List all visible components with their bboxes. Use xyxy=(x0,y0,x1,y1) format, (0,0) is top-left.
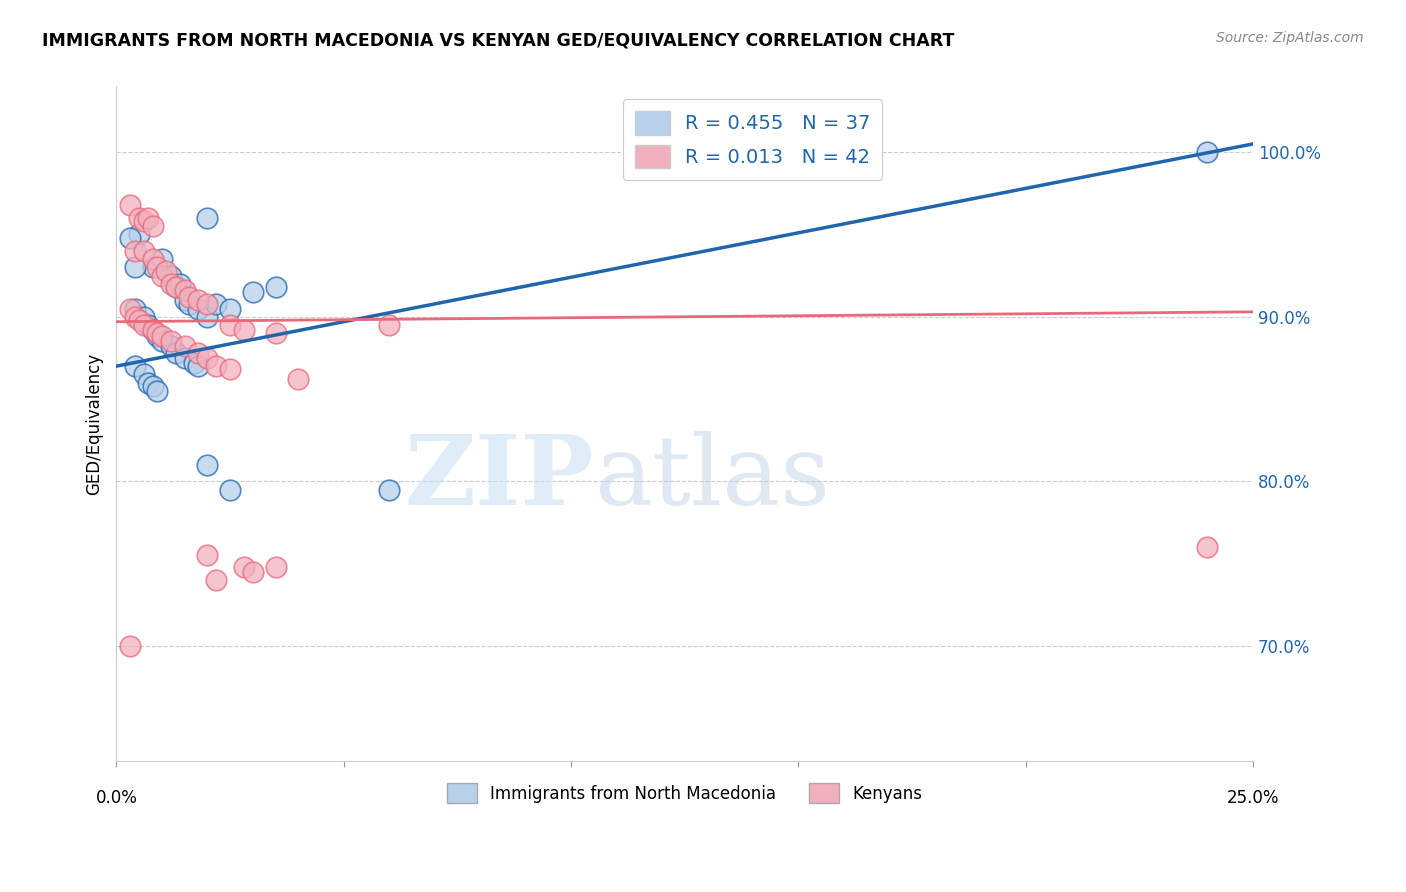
Point xyxy=(197,549,219,563)
Point xyxy=(232,323,254,337)
Point xyxy=(120,639,142,653)
Point xyxy=(187,346,209,360)
Point xyxy=(187,301,209,316)
Point xyxy=(142,252,165,267)
Point xyxy=(165,280,187,294)
Point xyxy=(232,560,254,574)
Point xyxy=(197,211,219,225)
Point xyxy=(124,301,146,316)
Point xyxy=(160,268,183,283)
Point xyxy=(136,318,159,332)
Point xyxy=(136,211,159,225)
Point xyxy=(120,231,142,245)
Point xyxy=(128,227,150,242)
Point xyxy=(160,339,183,353)
Point xyxy=(132,244,155,258)
Point xyxy=(146,326,169,341)
Point xyxy=(183,356,205,370)
Point xyxy=(264,280,287,294)
Text: 0.0%: 0.0% xyxy=(96,789,138,807)
Legend: Immigrants from North Macedonia, Kenyans: Immigrants from North Macedonia, Kenyans xyxy=(437,773,932,814)
Point xyxy=(124,244,146,258)
Point xyxy=(132,318,155,332)
Point xyxy=(378,318,401,332)
Point xyxy=(1197,145,1219,160)
Y-axis label: GED/Equivalency: GED/Equivalency xyxy=(86,352,103,495)
Point xyxy=(142,323,165,337)
Point xyxy=(173,284,195,298)
Point xyxy=(150,252,173,267)
Point xyxy=(146,384,169,398)
Point xyxy=(173,293,195,308)
Point xyxy=(132,368,155,382)
Point xyxy=(142,260,165,275)
Text: atlas: atlas xyxy=(593,431,830,524)
Point xyxy=(173,339,195,353)
Point xyxy=(124,359,146,373)
Point xyxy=(242,285,264,299)
Point xyxy=(124,310,146,324)
Point xyxy=(187,359,209,373)
Point xyxy=(197,310,219,324)
Point xyxy=(179,296,201,310)
Point xyxy=(124,260,146,275)
Point xyxy=(242,565,264,579)
Point xyxy=(150,268,173,283)
Point xyxy=(142,219,165,234)
Point xyxy=(197,458,219,472)
Point xyxy=(205,359,228,373)
Point xyxy=(173,351,195,365)
Point xyxy=(187,293,209,308)
Point xyxy=(132,310,155,324)
Point xyxy=(287,372,309,386)
Point xyxy=(205,573,228,587)
Point xyxy=(136,376,159,390)
Point xyxy=(179,290,201,304)
Point xyxy=(142,379,165,393)
Point xyxy=(197,351,219,365)
Point xyxy=(169,277,191,291)
Point xyxy=(128,313,150,327)
Text: Source: ZipAtlas.com: Source: ZipAtlas.com xyxy=(1216,31,1364,45)
Point xyxy=(378,483,401,497)
Point xyxy=(120,301,142,316)
Point xyxy=(165,280,187,294)
Point xyxy=(219,301,242,316)
Point xyxy=(128,211,150,225)
Point xyxy=(120,198,142,212)
Text: 25.0%: 25.0% xyxy=(1226,789,1279,807)
Point xyxy=(146,260,169,275)
Point xyxy=(1197,540,1219,554)
Text: ZIP: ZIP xyxy=(405,431,593,524)
Point xyxy=(165,346,187,360)
Point xyxy=(132,214,155,228)
Point xyxy=(160,277,183,291)
Point xyxy=(160,334,183,349)
Point xyxy=(142,323,165,337)
Point xyxy=(197,296,219,310)
Point xyxy=(150,329,173,343)
Point xyxy=(155,263,177,277)
Point xyxy=(219,483,242,497)
Text: IMMIGRANTS FROM NORTH MACEDONIA VS KENYAN GED/EQUIVALENCY CORRELATION CHART: IMMIGRANTS FROM NORTH MACEDONIA VS KENYA… xyxy=(42,31,955,49)
Point xyxy=(146,329,169,343)
Point xyxy=(150,334,173,349)
Point xyxy=(264,326,287,341)
Point xyxy=(219,318,242,332)
Point xyxy=(264,560,287,574)
Point xyxy=(205,296,228,310)
Point xyxy=(219,362,242,376)
